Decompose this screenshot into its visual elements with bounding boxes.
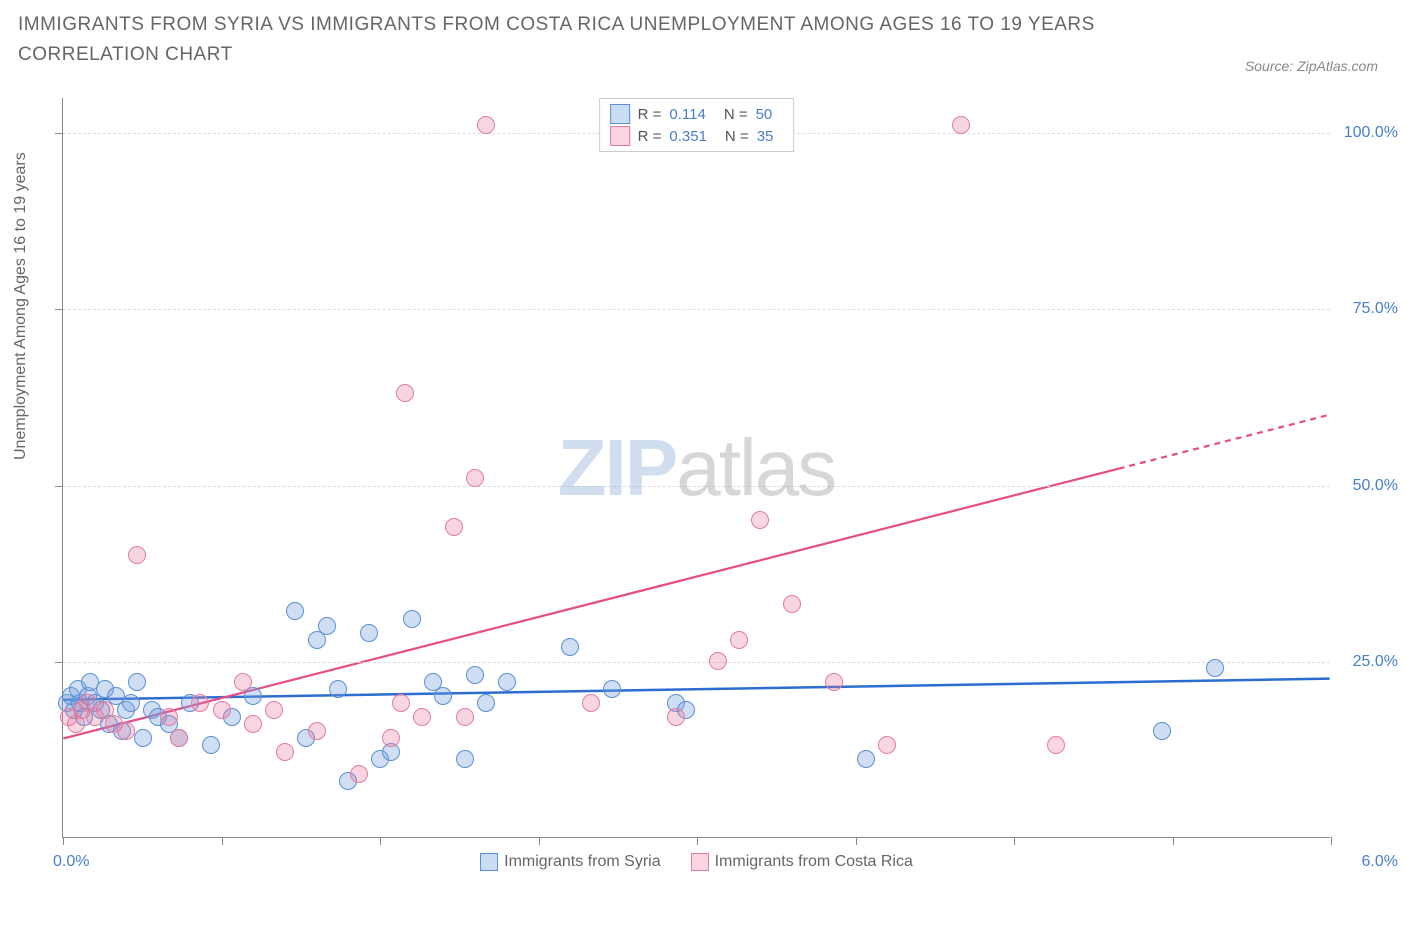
data-point [1047,736,1065,754]
gridline [63,662,1330,663]
gridline [63,486,1330,487]
r-value: 0.114 [669,106,705,123]
data-point [603,680,621,698]
legend-swatch [610,104,630,124]
legend-label: Immigrants from Syria [504,853,660,871]
n-label: N = [725,128,749,145]
data-point [244,715,262,733]
data-point [783,595,801,613]
data-point [265,701,283,719]
data-point [751,511,769,529]
y-tick-label: 25.0% [1338,653,1398,671]
data-point [382,729,400,747]
n-value: 50 [756,106,773,123]
data-point [456,708,474,726]
x-tick [539,837,540,845]
data-point [878,736,896,754]
data-point [445,518,463,536]
y-tick [55,486,63,487]
y-axis-label: Unemployment Among Ages 16 to 19 years [12,152,30,460]
data-point [466,666,484,684]
data-point [952,116,970,134]
y-tick-label: 100.0% [1338,124,1398,142]
data-point [667,708,685,726]
data-point [477,694,495,712]
x-tick [1014,837,1015,845]
data-point [477,116,495,134]
data-point [360,624,378,642]
data-point [122,694,140,712]
y-tick-label: 75.0% [1338,300,1398,318]
legend-swatch [610,126,630,146]
data-point [170,729,188,747]
data-point [825,673,843,691]
scatter-chart: ZIPatlas R =0.114N =50R =0.351N =35 0.0%… [62,98,1330,838]
legend-swatch [480,853,498,871]
gridline [63,309,1330,310]
data-point [329,680,347,698]
x-tick [222,837,223,845]
data-point [466,469,484,487]
data-point [857,750,875,768]
data-point [456,750,474,768]
x-tick [380,837,381,845]
data-point [1153,722,1171,740]
x-tick [1173,837,1174,845]
data-point [498,673,516,691]
legend-item: Immigrants from Syria [480,853,660,871]
data-point [709,652,727,670]
x-tick [856,837,857,845]
source-attribution: Source: ZipAtlas.com [1245,58,1378,74]
series-legend: Immigrants from Syria Immigrants from Cos… [63,853,1330,871]
data-point [286,602,304,620]
data-point [308,722,326,740]
data-point [134,729,152,747]
x-tick [1331,837,1332,845]
data-point [117,722,135,740]
chart-title: IMMIGRANTS FROM SYRIA VS IMMIGRANTS FROM… [18,10,1118,71]
legend-label: Immigrants from Costa Rica [715,853,913,871]
x-tick [697,837,698,845]
data-point [403,610,421,628]
legend-item: Immigrants from Costa Rica [691,853,913,871]
n-value: 35 [757,128,774,145]
legend-swatch [691,853,709,871]
y-tick [55,133,63,134]
data-point [202,736,220,754]
data-point [128,673,146,691]
data-point [160,708,178,726]
r-label: R = [638,128,662,145]
n-label: N = [724,106,748,123]
x-axis-max-label: 6.0% [1362,853,1398,871]
data-point [1206,659,1224,677]
data-point [128,546,146,564]
stats-legend-row: R = 0.351 N = 35 [610,125,784,147]
data-point [413,708,431,726]
data-point [234,673,252,691]
data-point [396,384,414,402]
data-point [561,638,579,656]
data-point [392,694,410,712]
chart-header: IMMIGRANTS FROM SYRIA VS IMMIGRANTS FROM… [18,10,1388,71]
x-tick [63,837,64,845]
stats-legend: R = 0.114 N = 50 R = 0.351 N = 35 [599,98,795,152]
data-point [191,694,209,712]
data-point [213,701,231,719]
data-point [730,631,748,649]
r-label: R = [638,106,662,123]
y-tick [55,662,63,663]
y-tick [55,309,63,310]
data-point [434,687,452,705]
data-point [582,694,600,712]
r-value: 0.351 [669,128,707,145]
data-point [350,765,368,783]
y-tick-label: 50.0% [1338,477,1398,495]
trend-line-dashed [1119,415,1330,469]
data-point [318,617,336,635]
data-point [276,743,294,761]
stats-legend-row: R = 0.114 N = 50 [610,103,784,125]
